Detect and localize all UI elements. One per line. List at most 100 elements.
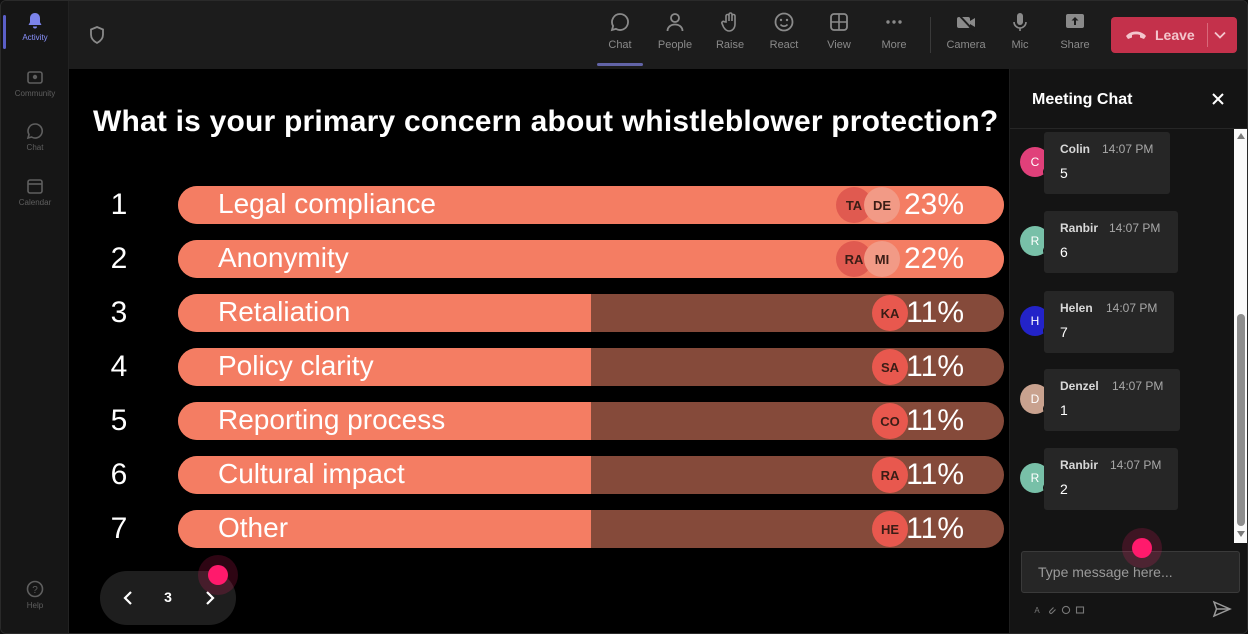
option-percent: 11% — [906, 458, 964, 491]
voter-avatar: KA — [872, 295, 908, 331]
poll-option-row: 3 Retaliation KA 11% — [69, 294, 1009, 332]
emoji-icon[interactable] — [1061, 605, 1071, 615]
message-text: 1 — [1060, 402, 1068, 418]
format-icon[interactable]: A — [1032, 605, 1042, 615]
share-screen-icon — [1066, 14, 1084, 28]
rail-item-chat[interactable]: Chat — [1, 121, 69, 152]
message-bubble: Colin 14:07 PM 5 — [1044, 132, 1170, 194]
share-button[interactable]: Share — [1050, 11, 1100, 51]
chevron-left-icon[interactable] — [118, 588, 138, 608]
rail-item-help[interactable]: ? Help — [1, 579, 69, 610]
rail-label: Help — [26, 601, 44, 610]
calendar-icon — [27, 179, 43, 194]
app-rail: Activity Community Chat Calendar ? Help — [1, 1, 69, 633]
meeting-toolbar: Chat People Raise React View More Camera — [69, 1, 1247, 69]
gif-icon[interactable] — [1075, 605, 1085, 615]
mic-button-label: Mic — [1011, 39, 1029, 51]
voter-avatar: RA — [872, 457, 908, 493]
camera-button[interactable]: Camera — [941, 11, 991, 51]
chat-message: D Denzel 14:07 PM 1 — [1020, 369, 1220, 433]
sender-name: Ranbir — [1060, 221, 1099, 235]
message-bubble: Ranbir 14:07 PM 2 — [1044, 448, 1178, 510]
attach-icon[interactable] — [1047, 605, 1057, 615]
message-time: 14:07 PM — [1102, 142, 1154, 156]
chat-icon — [26, 123, 43, 140]
raise-hand-button[interactable]: Raise — [705, 11, 755, 51]
scroll-down-arrow-icon[interactable] — [1237, 531, 1245, 537]
message-bubble: Helen 14:07 PM 7 — [1044, 291, 1174, 353]
cursor-indicator — [1132, 538, 1152, 558]
option-bar-fill — [178, 510, 591, 548]
option-bar: Cultural impact RA 11% — [178, 456, 1004, 494]
option-label: Reporting process — [218, 404, 446, 435]
option-bar: Policy clarity SA 11% — [178, 348, 1004, 386]
chat-button-label: Chat — [608, 39, 632, 51]
option-percent: 11% — [906, 296, 964, 329]
scroll-up-arrow-icon[interactable] — [1237, 133, 1245, 139]
option-bar: Reporting process CO 11% — [178, 402, 1004, 440]
message-text: 6 — [1060, 244, 1068, 260]
chat-scroll-thumb[interactable] — [1237, 314, 1245, 526]
help-icon: ? — [26, 580, 44, 598]
chevron-down-icon[interactable] — [1213, 28, 1227, 42]
view-button[interactable]: View — [814, 11, 864, 51]
react-button-label: React — [769, 39, 799, 51]
voter-avatar: DE — [864, 187, 900, 223]
rail-item-community[interactable]: Community — [1, 67, 69, 98]
rail-label: Chat — [26, 143, 44, 152]
poll-option-row: 5 Reporting process CO 11% — [69, 402, 1009, 440]
view-button-label: View — [827, 39, 851, 51]
chat-message-input[interactable] — [1021, 551, 1240, 593]
people-icon — [666, 13, 684, 32]
option-bar-fill — [178, 402, 591, 440]
option-label: Cultural impact — [218, 458, 405, 489]
camera-off-icon — [957, 13, 975, 32]
option-bar: Retaliation KA 11% — [178, 294, 1004, 332]
poll-option-row: 2 Anonymity RA MI 22% — [69, 240, 1009, 278]
shield-icon[interactable] — [87, 25, 107, 45]
option-rank: 1 — [110, 188, 128, 221]
chat-button[interactable]: Chat — [595, 11, 645, 66]
chevron-right-icon[interactable] — [200, 588, 220, 608]
leave-button[interactable]: Leave — [1111, 17, 1237, 53]
chat-icon — [610, 13, 629, 32]
chat-title: Meeting Chat — [1032, 91, 1133, 108]
option-label: Legal compliance — [218, 188, 436, 219]
close-icon[interactable] — [1210, 91, 1226, 107]
option-percent: 11% — [906, 512, 964, 545]
meeting-chat-panel: Meeting Chat C Colin 14:07 PM 5 R Ranbir 14:07… — [1009, 69, 1247, 633]
bell-icon — [28, 13, 42, 29]
more-button[interactable]: More — [869, 11, 919, 51]
option-bar-fill — [178, 456, 591, 494]
community-icon — [27, 71, 43, 84]
option-label: Policy clarity — [218, 350, 374, 381]
people-button[interactable]: People — [650, 11, 700, 51]
grid-view-icon — [830, 13, 848, 31]
cursor-indicator — [208, 565, 228, 585]
more-icon — [886, 20, 902, 24]
rail-item-activity[interactable]: Activity — [1, 11, 69, 49]
option-rank: 2 — [110, 242, 128, 275]
more-button-label: More — [881, 39, 907, 51]
react-button[interactable]: React — [759, 11, 809, 51]
message-bubble: Ranbir 14:07 PM 6 — [1044, 211, 1178, 273]
toolbar-divider — [930, 17, 931, 53]
svg-text:?: ? — [32, 585, 38, 596]
option-bar: Other HE 11% — [178, 510, 1004, 548]
poll-option-row: 7 Other HE 11% — [69, 510, 1009, 548]
message-bubble: Denzel 14:07 PM 1 — [1044, 369, 1180, 431]
chat-header: Meeting Chat — [1010, 69, 1247, 129]
poll-stage: What is your primary concern about whist… — [69, 69, 1009, 633]
voter-avatar: MI — [864, 241, 900, 277]
mic-button[interactable]: Mic — [995, 11, 1045, 51]
option-percent: 11% — [906, 404, 964, 437]
rail-item-calendar[interactable]: Calendar — [1, 176, 69, 207]
poll-question: What is your primary concern about whist… — [93, 105, 999, 138]
option-rank: 3 — [110, 296, 128, 329]
send-icon[interactable] — [1212, 599, 1232, 619]
chat-message: R Ranbir 14:07 PM 6 — [1020, 211, 1220, 275]
hand-icon — [721, 12, 736, 32]
option-rank: 6 — [110, 458, 128, 491]
rail-label: Activity — [22, 33, 48, 42]
option-bar: Anonymity RA MI 22% — [178, 240, 1004, 278]
